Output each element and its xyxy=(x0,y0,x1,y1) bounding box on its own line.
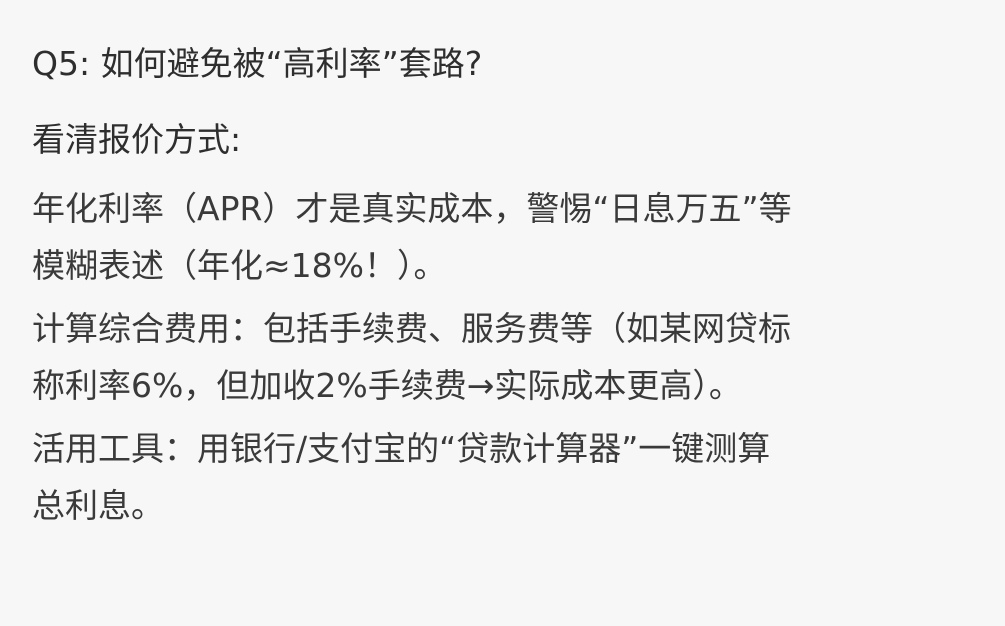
tip-apr-line-2: 模糊表述（年化≈18%！）。 xyxy=(32,246,447,285)
tip-fees-line-2: 称利率6%，但加收2%手续费→实际成本更高）。 xyxy=(32,366,742,405)
section-heading: 看清报价方式: xyxy=(32,120,242,159)
tip-paragraph-apr: 年化利率（APR）才是真实成本，警惕“日息万五”等 模糊表述（年化≈18%！）。 xyxy=(32,180,967,294)
tip-fees-line-1: 计算综合费用：包括手续费、服务费等（如某网贷标 xyxy=(32,309,791,348)
tip-apr-line-1: 年化利率（APR）才是真实成本，警惕“日息万五”等 xyxy=(32,189,792,228)
question-title: Q5: 如何避免被“高利率”套路? xyxy=(32,44,483,83)
tip-paragraph-tools: 活用工具：用银行/支付宝的“贷款计算器”一键测算 总利息。 xyxy=(32,420,967,534)
tip-paragraph-fees: 计算综合费用：包括手续费、服务费等（如某网贷标 称利率6%，但加收2%手续费→实… xyxy=(32,300,967,414)
tip-tools-line-1: 活用工具：用银行/支付宝的“贷款计算器”一键测算 xyxy=(32,429,771,468)
tip-tools-line-2: 总利息。 xyxy=(32,486,164,525)
